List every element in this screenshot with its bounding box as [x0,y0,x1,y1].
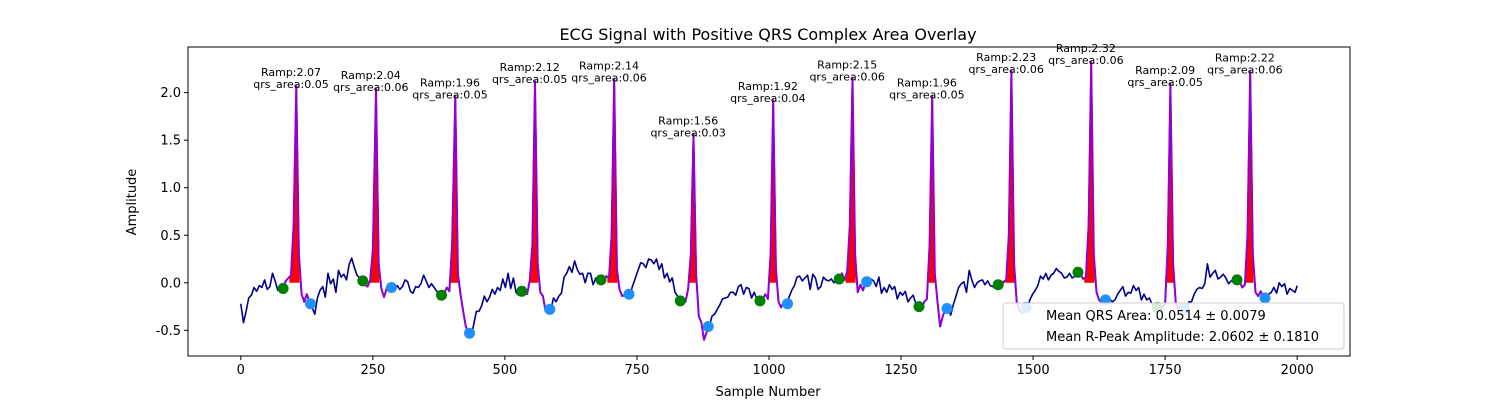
qrs-offset-point-2 [385,282,397,293]
r-peak-amplitude-label-1: Ramp:2.07 [261,66,321,79]
r-peak-amplitude-label-8: Ramp:2.15 [817,58,877,71]
qrs-onset-point-7 [754,295,766,307]
r-peak-amplitude-label-3: Ramp:1.96 [420,76,480,89]
qrs-area-label-5: qrs_area:0.06 [571,71,646,84]
y-axis: -0.5 0.0 0.5 1.0 1.5 2.0 [156,86,188,339]
qrs-segment-13 [1236,70,1266,299]
qrs-offset-point-5 [623,288,635,300]
qrs-area-label-10: qrs_area:0.06 [968,63,1043,76]
x-tick-label: 750 [625,363,650,378]
y-tick-label: 0.0 [160,276,181,291]
legend-entry-r-peak: Mean R-Peak Amplitude: 2.0602 ± 0.1810 [1046,330,1319,345]
y-tick-label: 1.5 [160,134,181,149]
r-peak-amplitude-label-5: Ramp:2.14 [579,59,639,72]
x-tick-label: 500 [492,363,517,378]
legend-entry-qrs-area: Mean QRS Area: 0.0514 ± 0.0079 [1046,309,1266,324]
x-tick-label: 1500 [1017,363,1050,378]
r-peak-amplitude-label-6: Ramp:1.56 [658,115,718,128]
qrs-onset-point-8 [833,273,845,285]
r-peak-amplitude-label-12: Ramp:2.09 [1135,64,1195,77]
qrs-onset-point-4 [516,285,528,297]
qrs-onset-point-13 [1231,274,1243,286]
legend-box [1002,302,1345,350]
r-peak-amplitude-label-13: Ramp:2.22 [1215,52,1275,65]
qrs-onset-point-2 [357,275,369,287]
y-tick-label: -0.5 [156,324,181,339]
qrs-area-label-8: qrs_area:0.06 [809,70,884,83]
qrs-area-label-7: qrs_area:0.04 [730,92,805,105]
y-tick-label: 1.0 [160,181,181,196]
plot-area: Ramp:2.07qrs_area:0.05Ramp:2.04qrs_area:… [240,42,1298,341]
qrs-area-label-2: qrs_area:0.06 [333,81,408,94]
qrs-area-label-13: qrs_area:0.06 [1207,64,1282,77]
qrs-onset-point-10 [992,279,1004,291]
qrs-area-label-1: qrs_area:0.05 [253,78,328,91]
x-tick-label: 2000 [1281,363,1314,378]
x-tick-label: 250 [360,363,385,378]
qrs-onset-point-1 [277,283,289,294]
qrs-segment-1 [282,85,312,305]
qrs-area-label-4: qrs_area:0.05 [492,73,567,86]
y-tick-label: 2.0 [160,86,181,101]
qrs-area-label-11: qrs_area:0.06 [1048,54,1123,67]
qrs-offset-point-3 [464,327,475,339]
x-tick-label: 1250 [884,363,917,378]
qrs-area-label-9: qrs_area:0.05 [889,88,964,101]
qrs-onset-point-11 [1072,266,1084,278]
qrs-offset-point-13 [1259,292,1271,304]
y-axis-label: Amplitude [125,169,140,236]
qrs-onset-point-6 [674,295,686,307]
qrs-offset-point-6 [702,321,714,332]
qrs-onset-point-5 [595,274,607,286]
qrs-area-label-12: qrs_area:0.05 [1127,76,1202,89]
legend: Mean QRS Area: 0.0514 ± 0.0079 Mean R-Pe… [1002,302,1345,350]
r-peak-amplitude-label-11: Ramp:2.32 [1056,42,1116,55]
qrs-onset-point-3 [436,289,447,301]
qrs-offset-point-8 [861,276,873,288]
r-peak-amplitude-label-4: Ramp:2.12 [500,61,560,74]
qrs-segment-3 [440,95,471,335]
qrs-offset-point-1 [305,298,316,310]
x-axis-label: Sample Number [715,385,821,400]
chart-title: ECG Signal with Positive QRS Complex Are… [559,25,976,44]
qrs-area-label-6: qrs_area:0.03 [650,127,725,140]
r-peak-amplitude-label-7: Ramp:1.92 [738,80,798,93]
r-peak-amplitude-label-9: Ramp:1.96 [897,76,957,89]
x-tick-label: 0 [237,363,245,378]
qrs-area-label-3: qrs_area:0.05 [412,88,487,101]
qrs-offset-point-4 [544,303,556,315]
x-axis: 0 250 500 750 1000 1250 1500 1750 2000 [237,356,1314,378]
qrs-onset-point-9 [913,301,925,313]
qrs-offset-point-9 [941,303,953,314]
r-peak-amplitude-label-2: Ramp:2.04 [341,69,401,82]
qrs-offset-point-7 [782,298,793,310]
x-tick-label: 1750 [1149,363,1182,378]
r-peak-amplitude-label-10: Ramp:2.23 [976,51,1036,64]
y-tick-label: 0.5 [160,229,181,244]
x-tick-label: 1000 [752,363,785,378]
qrs-segment-9 [918,95,948,328]
